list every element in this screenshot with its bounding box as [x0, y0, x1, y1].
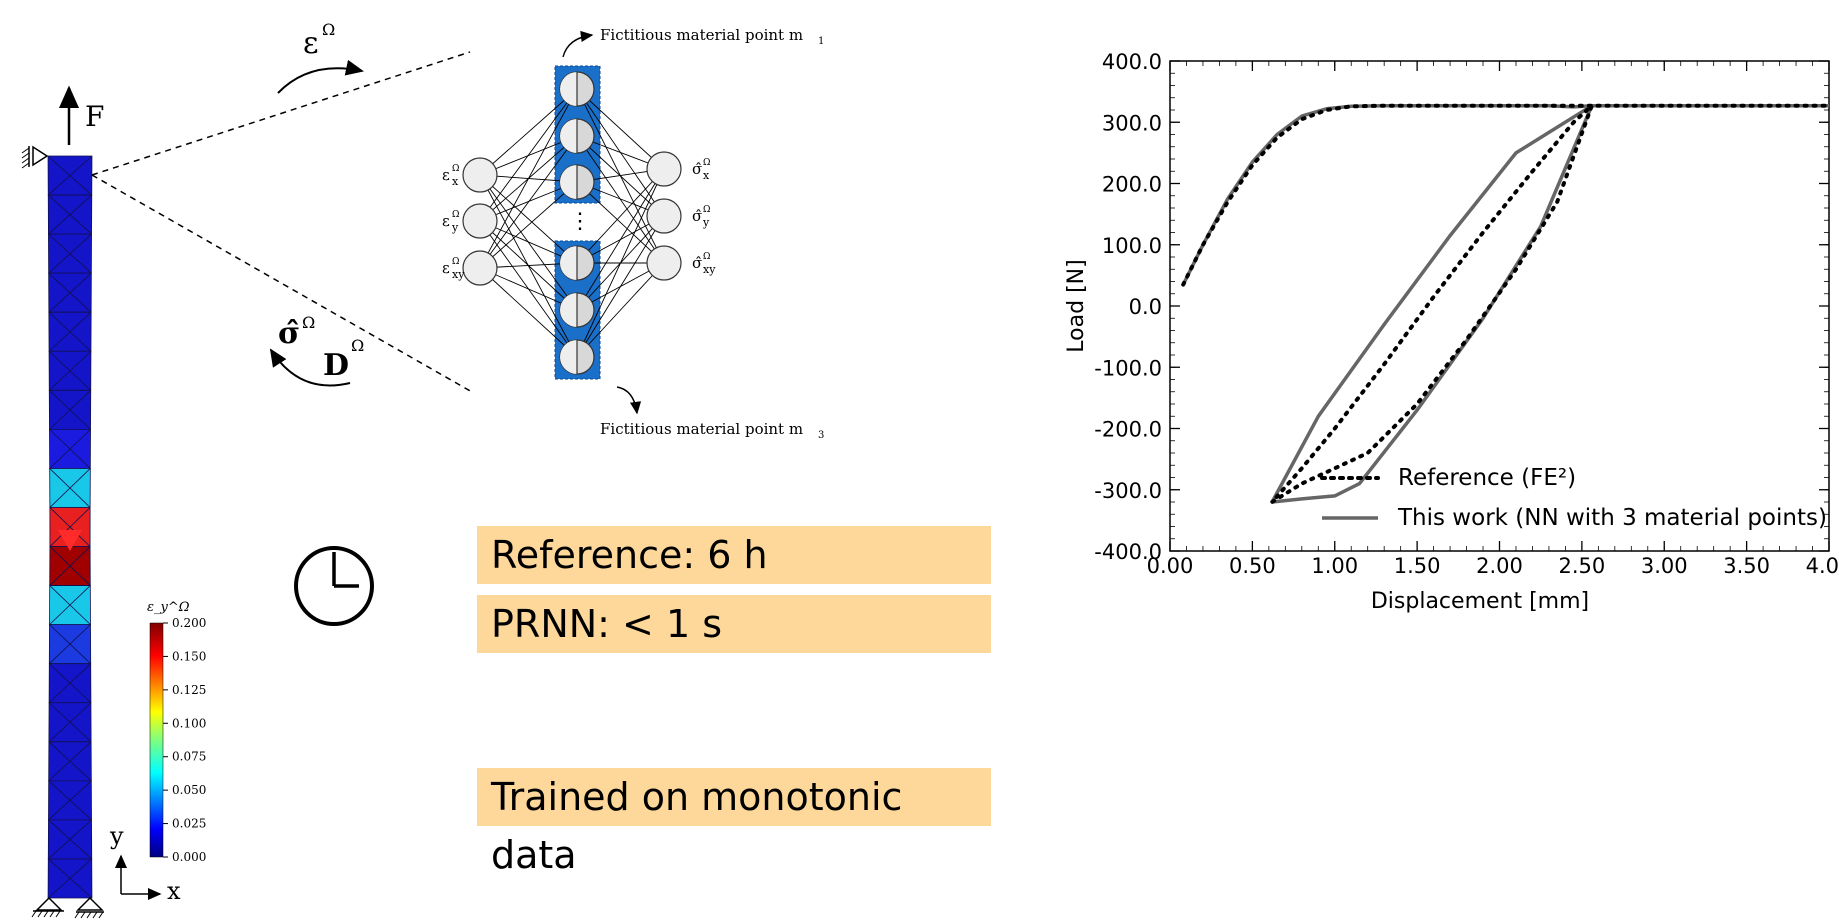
output-node [646, 151, 682, 187]
output-label-sup: Ω [703, 205, 710, 215]
input-node [462, 203, 498, 239]
tangent-symbol: D [323, 348, 349, 383]
input-label-sub: y [451, 221, 459, 234]
input-node [462, 157, 498, 193]
y-tick-label: -100.0 [1094, 356, 1162, 380]
axes-indicator: y x [109, 822, 181, 905]
y-tick-label: 300.0 [1102, 111, 1162, 135]
legend-label-reference: Reference (FE²) [1398, 465, 1577, 491]
bottom-material-point-label: Fictitious material point m [600, 420, 803, 438]
colorbar-tick-label: 0.100 [172, 716, 206, 730]
axis-y-label: y [109, 822, 124, 850]
legend-swatch-solid [1322, 516, 1378, 520]
output-label: σ̂ [692, 207, 702, 225]
colorbar-title: ε_y^Ω [147, 600, 190, 615]
x-tick-label: 0.00 [1147, 554, 1194, 578]
trained-text: Trained on monotonic data [491, 775, 903, 877]
top-material-point-label: Fictitious material point m [600, 26, 803, 44]
tangent-sup: Ω [351, 336, 364, 355]
axis-x-label: x [167, 877, 181, 905]
top-pin-support-icon [21, 145, 49, 169]
input-label-sup: Ω [452, 257, 459, 267]
strain-input-arrow: ε Ω [277, 20, 364, 94]
colorbar-tick-label: 0.150 [172, 649, 206, 663]
colorbar-tick-label: 0.200 [172, 616, 206, 630]
stress-sup: Ω [302, 313, 315, 332]
strain-symbol: ε [303, 26, 319, 61]
top-material-point-sub: 1 [818, 36, 824, 47]
input-label-sup: Ω [452, 164, 459, 174]
zoom-line-bottom [91, 174, 473, 393]
y-tick-label: 400.0 [1102, 50, 1162, 74]
output-label-sub: x [703, 169, 710, 182]
force-arrow: F [59, 85, 104, 145]
output-label-sup: Ω [703, 252, 710, 262]
output-label-sup: Ω [703, 158, 710, 168]
beam-mesh [47, 155, 93, 899]
nn-ellipsis: ⋮ [569, 209, 591, 234]
input-label: ε [442, 212, 450, 230]
y-axis-label: Load [N] [1064, 259, 1089, 352]
series-this-work-line [1181, 103, 1829, 504]
output-node [646, 245, 682, 281]
input-label: ε [442, 259, 450, 277]
reference-time-text: Reference: 6 h [491, 533, 768, 577]
load-displacement-chart: 0.00 0.50 1.00 1.50 2.00 2.50 3.00 3.50 4.00 400… [1064, 50, 1839, 614]
force-label: F [85, 100, 104, 133]
output-label-sub: xy [703, 263, 716, 276]
x-axis-label: Displacement [mm] [1371, 589, 1589, 614]
stress-symbol: σ̂ [278, 316, 300, 351]
stress-output-arrow: σ̂ Ω D Ω [269, 313, 364, 387]
series-reference-line [1181, 103, 1831, 504]
strain-sup: Ω [322, 20, 335, 39]
input-label-sup: Ω [452, 210, 459, 220]
x-tick-label: 3.00 [1641, 554, 1688, 578]
colorbar-tick-label: 0.050 [172, 783, 206, 797]
legend-label-this-work: This work (NN with 3 material points) [1398, 505, 1827, 531]
output-node [646, 198, 682, 234]
colorbar-tick-label: 0.125 [172, 683, 206, 697]
clock-icon [294, 546, 374, 626]
beam-element-highlight [58, 530, 82, 551]
y-tick-label: -200.0 [1094, 418, 1162, 442]
colorbar-tick-label: 0.025 [172, 817, 206, 831]
reference-time-box: Reference: 6 h [477, 526, 991, 584]
x-tick-label: 2.50 [1558, 554, 1605, 578]
x-tick-label: 3.50 [1723, 554, 1770, 578]
x-tick-label: 1.00 [1311, 554, 1358, 578]
bottom-material-point-sub: 3 [818, 430, 824, 441]
zoom-line-top [91, 51, 471, 176]
input-label-sub: x [452, 175, 459, 188]
colorbar-tick-label: 0.075 [172, 750, 206, 764]
legend-item-reference: Reference (FE²) [1320, 458, 1827, 498]
y-tick-label: -300.0 [1094, 479, 1162, 503]
output-label: σ̂ [692, 160, 702, 178]
legend-item-this-work: This work (NN with 3 material points) [1320, 498, 1827, 538]
output-label: σ̂ [692, 254, 702, 272]
y-tick-label: 200.0 [1102, 173, 1162, 197]
output-label-sub: y [702, 216, 710, 229]
input-node [462, 250, 498, 286]
chart-legend: Reference (FE²) This work (NN with 3 mat… [1320, 458, 1827, 538]
prnn-time-box: PRNN: < 1 s [477, 595, 991, 653]
colorbar: ε_y^Ω 0.200 0.150 0.125 0.100 0.075 0.050 0.02… [147, 600, 206, 864]
x-tick-label: 2.00 [1476, 554, 1523, 578]
x-tick-label: 4.00 [1806, 554, 1839, 578]
input-label-sub: xy [452, 268, 465, 281]
x-tick-label: 0.50 [1229, 554, 1276, 578]
colorbar-tick-label: 0.000 [172, 850, 206, 864]
y-tick-label: 0.0 [1129, 295, 1162, 319]
input-label: ε [442, 166, 450, 184]
bottom-supports-icon [31, 896, 104, 919]
y-tick-label: 100.0 [1102, 234, 1162, 258]
legend-swatch-dotted [1320, 476, 1380, 480]
prnn-time-text: PRNN: < 1 s [491, 602, 723, 646]
trained-box: Trained on monotonic data [477, 768, 991, 877]
y-tick-label: -400.0 [1094, 540, 1162, 564]
x-tick-label: 1.50 [1394, 554, 1441, 578]
